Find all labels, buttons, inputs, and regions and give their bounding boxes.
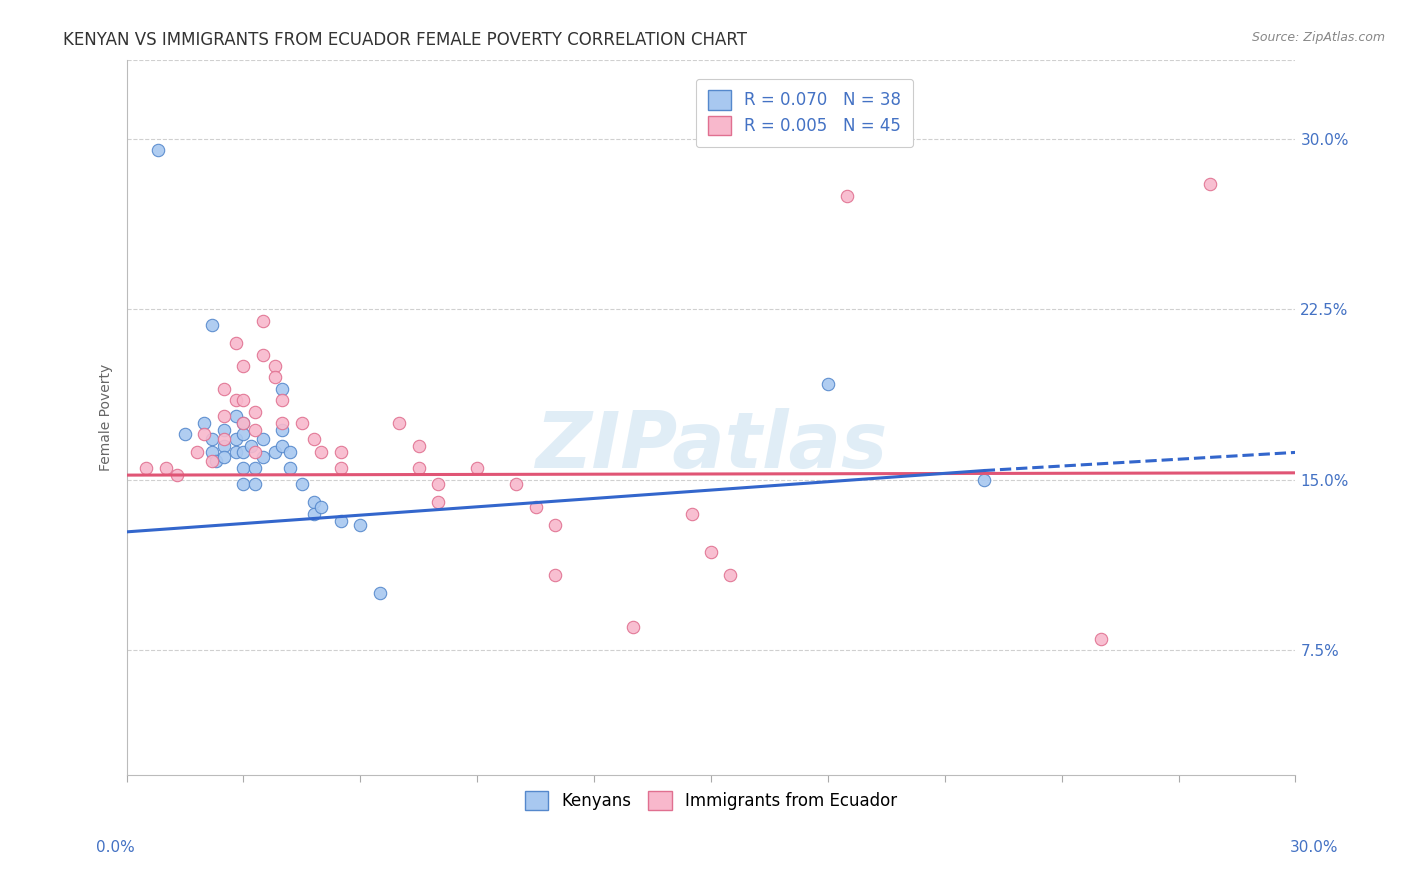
Point [837,189,859,203]
Point [1090,632,1112,646]
Point [368,586,391,600]
Point [193,427,215,442]
Point [201,318,224,333]
Point [720,568,742,582]
Point [193,416,215,430]
Point [252,432,274,446]
Point [243,423,266,437]
Point [232,416,254,430]
Point [232,477,254,491]
Point [243,477,266,491]
Point [1198,178,1220,192]
Point [135,461,157,475]
Point [252,450,274,464]
Point [155,461,177,475]
Text: KENYAN VS IMMIGRANTS FROM ECUADOR FEMALE POVERTY CORRELATION CHART: KENYAN VS IMMIGRANTS FROM ECUADOR FEMALE… [63,31,747,49]
Point [427,477,450,491]
Point [201,432,224,446]
Point [973,473,995,487]
Point [505,477,527,491]
Point [263,370,285,384]
Point [621,620,644,634]
Point [243,404,266,418]
Point [252,348,274,362]
Point [311,500,333,514]
Point [212,432,235,446]
Point [243,445,266,459]
Point [205,454,228,468]
Point [263,445,285,459]
Point [212,409,235,423]
Point [225,445,247,459]
Legend: Kenyans, Immigrants from Ecuador: Kenyans, Immigrants from Ecuador [519,784,904,816]
Point [263,359,285,373]
Point [225,393,247,408]
Point [271,439,294,453]
Point [271,393,294,408]
Point [544,518,567,533]
Point [146,144,169,158]
Point [388,416,411,430]
Point [186,445,208,459]
Point [302,495,325,509]
Text: Source: ZipAtlas.com: Source: ZipAtlas.com [1251,31,1385,45]
Point [174,427,197,442]
Point [212,450,235,464]
Point [465,461,488,475]
Point [349,518,371,533]
Point [201,454,224,468]
Point [212,423,235,437]
Point [232,359,254,373]
Point [408,461,430,475]
Point [427,495,450,509]
Point [252,314,274,328]
Point [302,432,325,446]
Point [278,445,301,459]
Point [201,445,224,459]
Point [271,423,294,437]
Point [544,568,567,582]
Point [225,432,247,446]
Point [700,545,723,559]
Point [408,439,430,453]
Point [232,393,254,408]
Text: 0.0%: 0.0% [96,840,135,855]
Point [232,445,254,459]
Text: ZIPatlas: ZIPatlas [534,408,887,483]
Point [240,439,263,453]
Point [291,477,314,491]
Point [166,468,188,483]
Point [232,461,254,475]
Point [278,461,301,475]
Text: 30.0%: 30.0% [1291,840,1339,855]
Point [232,416,254,430]
Point [271,382,294,396]
Point [291,416,314,430]
Point [817,377,839,392]
Point [311,445,333,459]
Point [329,514,352,528]
Point [329,461,352,475]
Point [681,507,703,521]
Point [232,427,254,442]
Point [212,382,235,396]
Y-axis label: Female Poverty: Female Poverty [100,364,114,471]
Point [212,439,235,453]
Point [243,461,266,475]
Point [302,507,325,521]
Point [225,336,247,351]
Point [329,445,352,459]
Point [271,416,294,430]
Point [524,500,547,514]
Point [225,409,247,423]
